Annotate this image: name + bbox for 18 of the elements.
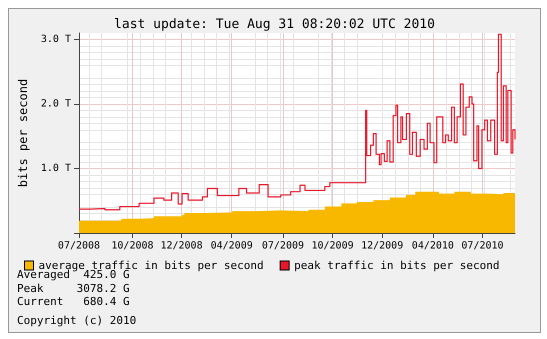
x-tick-label: 07/2008 — [58, 240, 100, 252]
y-tick-label: 3.0 T — [40, 34, 71, 45]
text: Peak 3078.2 G — [17, 282, 131, 295]
x-tick-label: 12/2009 — [361, 240, 404, 252]
legend-label: peak traffic in bits per second — [294, 259, 500, 272]
x-tick-label: 10/2009 — [311, 240, 354, 252]
x-tick-label: 04/2009 — [210, 240, 253, 252]
y-tick-label: 2.0 T — [40, 98, 71, 110]
y-tick-label: 1.0 T — [40, 162, 71, 174]
chart-title: last update: Tue Aug 31 08:20:02 UTC 2010 — [114, 17, 435, 32]
x-tick-label: 04/2010 — [412, 240, 454, 252]
x-tick-label: 07/2009 — [262, 240, 304, 252]
x-tick-label: 07/2010 — [461, 240, 504, 252]
x-tick-label: 12/2008 — [160, 240, 203, 252]
y-axis-title: bits per second — [16, 78, 30, 188]
text: Current 680.4 G — [17, 295, 131, 308]
x-tick-label: 10/2008 — [111, 240, 154, 252]
text: Copyright (c) 2010 — [17, 314, 136, 327]
